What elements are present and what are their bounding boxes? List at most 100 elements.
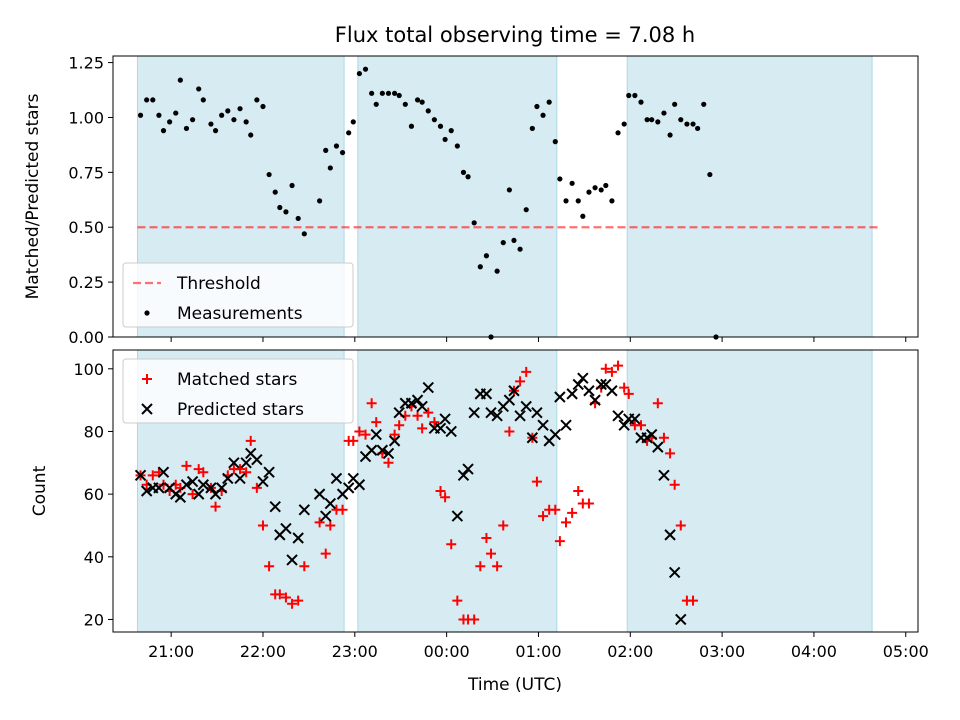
measurement-point [465,174,471,180]
matched-star-point [652,398,663,409]
measurement-point [661,110,667,116]
chart-title: Flux total observing time = 7.08 h [335,23,695,47]
matched-star-point [354,426,365,437]
count-y-axis: 20 40 60 80 100 [73,360,113,629]
x-axis-label: Time (UTC) [467,675,562,695]
predicted-star-point [320,510,332,522]
measurement-point [437,123,444,129]
predicted-star-point [205,482,217,494]
measurement-point [137,112,144,118]
predicted-star-point [215,482,228,494]
predicted-star-point [251,453,263,466]
matched-star-point [280,592,291,603]
predicted-star-point [457,469,470,482]
predicted-star-point [422,381,434,394]
matched-star-point [606,366,617,377]
y-tick-label: 0.00 [68,328,104,347]
observing-band [626,55,873,338]
predicted-star-point [269,500,281,513]
matched-star-point [299,561,310,572]
predicted-star-point [157,466,170,478]
measurement-point [540,112,546,118]
predicted-star-point [566,388,578,400]
measurement-point [272,189,278,195]
predicted-star-point [508,385,520,397]
measurement-point [301,231,307,237]
measurement-point [144,97,150,103]
measurement-point [632,92,638,99]
predicted-star-point [606,385,618,397]
matched-star-point [371,417,382,428]
x-tick-label: 05:00 [883,642,929,661]
measurement-point [517,246,523,252]
y-tick-label: 1.25 [68,54,104,73]
measurement-point [260,103,266,110]
predicted-star-point [240,457,252,469]
matched-star-point [337,504,348,515]
predicted-star-point [186,475,199,488]
matched-star-point [325,520,336,531]
measurement-point [552,139,558,145]
measurement-point [379,90,385,96]
predicted-star-point [503,394,516,406]
measurement-point [160,128,167,134]
predicted-star-point [134,469,147,482]
measurement-point [346,130,352,136]
matched-star-point [287,598,298,609]
measurement-point [156,112,162,118]
predicted-star-point [589,394,601,406]
measurement-point [586,189,592,195]
predicted-star-point [376,444,389,456]
predicted-star-point [280,522,292,535]
matched-star-point [550,504,561,515]
measurement-point [373,101,379,107]
predicted-star-point [153,482,165,494]
predicted-star-point [526,432,539,444]
observing-band [357,349,558,633]
ratio-panel: 0.00 0.25 0.50 0.75 1.00 1.25 Matched/Predict… [23,54,919,347]
matched-star-point [561,517,572,528]
count-panel: 20 40 60 80 100 21:00 22:00 23:00 00:00 01:00 02:… [30,349,929,661]
legend-label: Threshold [176,274,261,294]
measurement-point [580,213,586,219]
measurement-point [563,198,569,204]
legend-measurement-key [144,310,150,316]
predicted-star-point [342,482,355,494]
predicted-star-point [629,413,641,425]
predicted-star-point [462,463,474,475]
measurement-point [557,176,563,182]
measurement-point [248,132,254,138]
measurement-point [266,171,272,178]
matched-star-point [264,561,275,572]
y-tick-label: 0.25 [68,273,104,292]
matched-star-point [257,520,268,531]
y-tick-label: 60 [84,485,104,504]
predicted-star-point [330,472,343,485]
matched-star-point [235,464,246,475]
predicted-star-point [572,378,584,391]
predicted-star-point [658,469,670,482]
matched-star-point [198,467,209,478]
matched-star-point [515,376,526,387]
measurement-point [672,101,678,107]
measurement-point [575,198,581,204]
predicted-star-point [388,435,401,447]
measurement-point [277,204,283,211]
matched-star-point [360,429,371,440]
predicted-star-point [192,488,205,500]
measurement-point [425,108,431,114]
legend-box [122,262,354,328]
measurement-point [283,209,289,215]
x-tick-label: 21:00 [148,642,194,661]
matched-star-point [521,366,532,377]
x-tick-label: 23:00 [332,642,378,661]
measurement-point [695,125,701,132]
predicted-star-point [451,510,464,522]
measurement-point [350,119,356,125]
count-y-label: Count [30,465,50,516]
predicted-star-point [554,391,566,403]
measurement-point [534,103,540,110]
y-tick-label: 40 [84,548,104,567]
predicted-star-point [668,566,681,579]
measurement-point [339,149,346,156]
